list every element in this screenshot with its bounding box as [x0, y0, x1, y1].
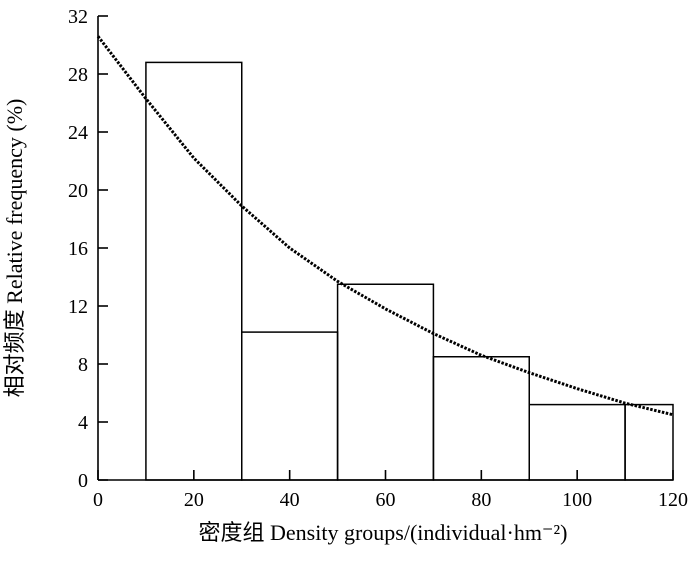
x-tick-label-20: 20: [184, 489, 204, 511]
y-tick-label-32: 32: [68, 6, 88, 28]
x-tick-label-120: 120: [658, 489, 688, 511]
fit-curve-group: [96, 35, 674, 417]
x-tick-label-40: 40: [280, 489, 300, 511]
plot-area: [98, 16, 673, 480]
y-tick-label-4: 4: [78, 412, 88, 434]
x-tick-label-80: 80: [471, 489, 491, 511]
y-tick-label-12: 12: [68, 296, 88, 318]
axes-group: 0 4 8 12 16 20 24 28 32 0 20 40 60 80 100 120: [68, 6, 688, 511]
x-tick-label-100: 100: [562, 489, 592, 511]
plot-background: [98, 16, 673, 480]
y-tick-label-8: 8: [78, 354, 88, 376]
y-tick-label-16: 16: [68, 238, 88, 260]
y-tick-label-28: 28: [68, 64, 88, 86]
y-tick-label-24: 24: [68, 122, 88, 144]
y-axis-label: 相对频度 Relative frequency (%): [2, 99, 27, 398]
x-axis-label: 密度组 Density groups/(individual·hm⁻²): [199, 520, 568, 545]
y-tick-label-20: 20: [68, 180, 88, 202]
x-tick-label-0: 0: [93, 489, 103, 511]
y-tick-label-0: 0: [78, 470, 88, 492]
x-tick-label-60: 60: [376, 489, 396, 511]
fitted-curve: [96, 35, 674, 417]
